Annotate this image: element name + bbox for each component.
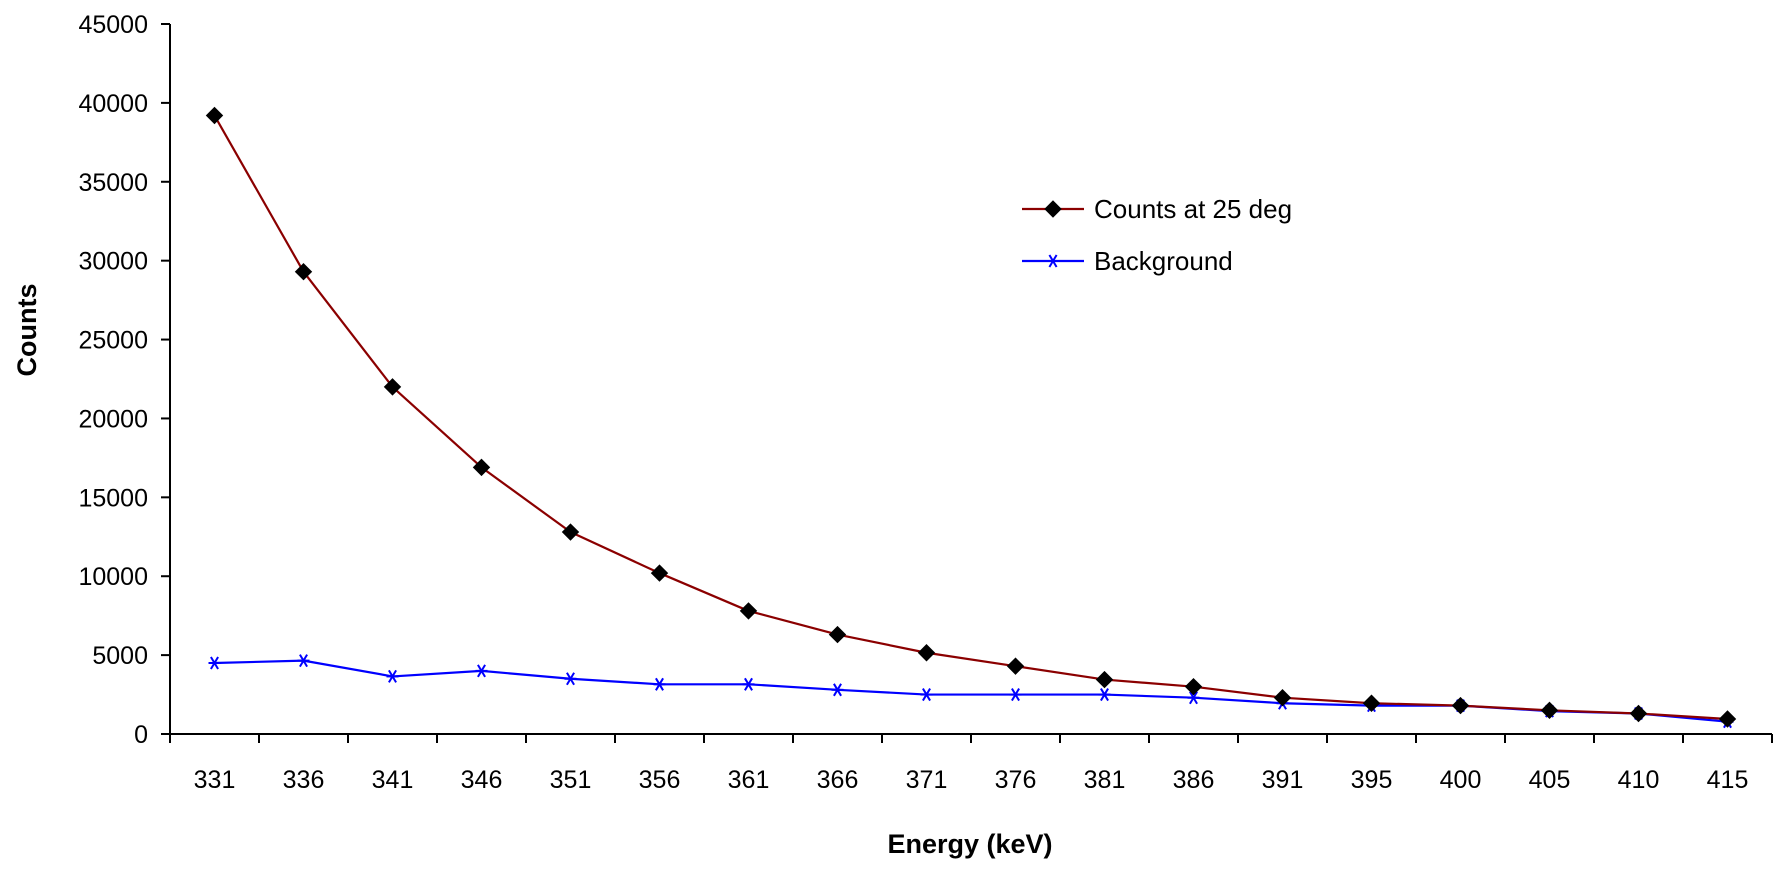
legend-item-counts-at-25-deg: Counts at 25 deg bbox=[1022, 194, 1292, 224]
x-tick-label: 386 bbox=[1173, 766, 1215, 794]
data-point-counts-at-25-deg bbox=[1184, 677, 1203, 696]
x-tick-label: 395 bbox=[1351, 766, 1393, 794]
axes: 0 5000 10000 15000 20000 25000 30000 35000 40000… bbox=[78, 11, 1773, 794]
data-point-counts-at-25-deg bbox=[294, 263, 313, 281]
x-tick-label: 371 bbox=[906, 766, 948, 794]
data-point-counts-at-25-deg bbox=[828, 625, 847, 644]
y-tick-label: 5000 bbox=[92, 642, 148, 670]
x-tick-label: 346 bbox=[461, 766, 503, 794]
y-tick-label: 15000 bbox=[78, 484, 148, 512]
series-line-background bbox=[214, 659, 1728, 723]
data-point-background bbox=[386, 669, 399, 683]
data-point-background bbox=[1009, 688, 1022, 702]
data-point-counts-at-25-deg bbox=[1451, 696, 1470, 715]
data-point-background bbox=[564, 672, 577, 686]
data-point-counts-at-25-deg bbox=[1273, 689, 1292, 707]
x-tick-label: 391 bbox=[1262, 766, 1304, 794]
x-tick-label: 415 bbox=[1707, 766, 1749, 794]
x-tick-label: 410 bbox=[1618, 766, 1660, 794]
data-point-counts-at-25-deg bbox=[1095, 670, 1114, 689]
x-tick-label: 336 bbox=[283, 766, 325, 794]
data-point-background bbox=[1098, 688, 1111, 702]
legend: Counts at 25 deg Background bbox=[1022, 194, 1292, 276]
x-tick-label: 356 bbox=[639, 766, 681, 794]
y-axis-title: Counts bbox=[12, 284, 42, 377]
series-lines bbox=[213, 114, 1728, 723]
x-tick-label: 381 bbox=[1084, 766, 1126, 794]
legend-label: Counts at 25 deg bbox=[1094, 194, 1292, 224]
data-point-counts-at-25-deg bbox=[1718, 710, 1737, 728]
x-axis-title: Energy (keV) bbox=[887, 829, 1052, 859]
data-point-background bbox=[475, 664, 488, 678]
y-tick-label: 20000 bbox=[78, 405, 148, 433]
data-point-background bbox=[1187, 691, 1200, 705]
y-tick-label: 40000 bbox=[78, 90, 148, 118]
data-point-counts-at-25-deg bbox=[1629, 704, 1648, 723]
x-tick-label: 351 bbox=[550, 766, 592, 794]
data-point-counts-at-25-deg bbox=[1006, 657, 1025, 675]
data-point-counts-at-25-deg bbox=[650, 564, 669, 582]
y-tick-label: 45000 bbox=[78, 11, 148, 39]
data-point-background bbox=[920, 688, 933, 702]
series-markers bbox=[205, 106, 1737, 729]
x-tick-label: 405 bbox=[1529, 766, 1571, 794]
series-line-counts-at-25-deg bbox=[213, 114, 1728, 721]
data-point-counts-at-25-deg bbox=[1540, 701, 1559, 720]
data-point-counts-at-25-deg bbox=[917, 644, 936, 662]
legend-marker bbox=[1047, 254, 1059, 268]
data-point-background bbox=[831, 683, 844, 697]
x-tick-label: 366 bbox=[817, 766, 859, 794]
legend-marker bbox=[1044, 200, 1062, 218]
data-point-counts-at-25-deg bbox=[739, 602, 758, 620]
data-point-counts-at-25-deg bbox=[383, 378, 402, 396]
y-tick-label: 25000 bbox=[78, 327, 148, 355]
y-tick-label: 10000 bbox=[78, 563, 148, 591]
x-tick-label: 341 bbox=[372, 766, 414, 794]
data-point-counts-at-25-deg bbox=[1362, 694, 1381, 712]
x-tick-label: 361 bbox=[728, 766, 770, 794]
legend-item-background: Background bbox=[1022, 246, 1233, 276]
data-point-background bbox=[742, 677, 755, 691]
legend-label: Background bbox=[1094, 246, 1233, 276]
y-tick-label: 35000 bbox=[78, 169, 148, 197]
data-point-background bbox=[297, 654, 310, 668]
y-tick-label: 30000 bbox=[78, 248, 148, 276]
data-point-background bbox=[653, 677, 666, 691]
data-point-counts-at-25-deg bbox=[205, 106, 224, 125]
data-point-counts-at-25-deg bbox=[561, 523, 580, 541]
y-tick-label: 0 bbox=[134, 721, 148, 749]
x-tick-label: 376 bbox=[995, 766, 1037, 794]
data-point-background bbox=[208, 656, 221, 670]
x-tick-label: 400 bbox=[1440, 766, 1482, 794]
x-tick-label: 331 bbox=[194, 766, 236, 794]
data-point-counts-at-25-deg bbox=[472, 458, 491, 477]
